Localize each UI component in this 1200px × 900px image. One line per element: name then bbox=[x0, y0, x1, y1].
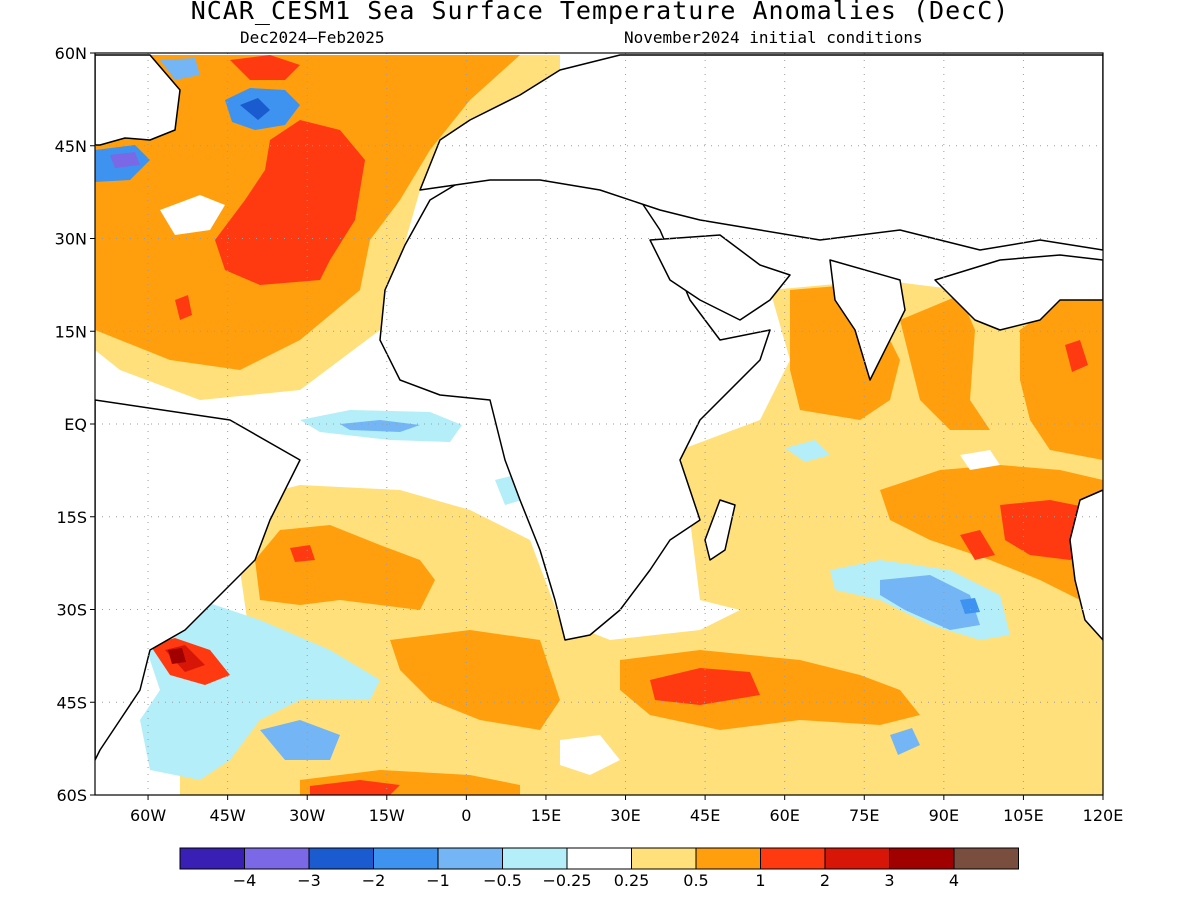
coastline-africa bbox=[379, 164, 771, 641]
southern-ocean-hot-strip bbox=[310, 780, 400, 795]
hot-patch-sw-of-iceland bbox=[230, 55, 300, 80]
colorbar-swatch bbox=[760, 847, 826, 870]
lat-label: 60S bbox=[56, 786, 87, 805]
chart-title: NCAR_CESM1 Sea Surface Temperature Anoma… bbox=[190, 0, 1010, 25]
colorbar-label: −0.25 bbox=[542, 871, 591, 890]
south-atlantic-cooler-patch bbox=[260, 720, 340, 760]
colorbar-swatch bbox=[566, 847, 632, 870]
lat-label: EQ bbox=[64, 415, 87, 434]
colorbar-swatch bbox=[824, 847, 890, 870]
init-conditions-subtitle: November2024 initial conditions bbox=[624, 28, 923, 47]
lon-label: 120E bbox=[1083, 806, 1124, 825]
colorbar-label: −4 bbox=[233, 871, 257, 890]
colorbar-label: −1 bbox=[426, 871, 450, 890]
labrador-sea-cold-core bbox=[240, 98, 270, 120]
colorbar-label: 3 bbox=[884, 871, 894, 890]
colorbar-label: 1 bbox=[755, 871, 765, 890]
tropical-indian-ocean-cool-patch bbox=[785, 440, 830, 462]
colorbar-label: −2 bbox=[362, 871, 386, 890]
south-indian-ocean-cold-spot bbox=[960, 598, 980, 614]
coastline-south-america bbox=[95, 399, 301, 761]
coastline-madagascar bbox=[704, 499, 736, 561]
latitude-labels: 60N 45N 30N 15N EQ 15S 30S 45S 60S bbox=[55, 44, 95, 805]
north-atlantic-small-hot-spot bbox=[175, 295, 192, 320]
far-south-indian-cold-patch bbox=[890, 728, 920, 755]
longitude-labels: 60W 45W 30W 15W 0 15E 30E 45E 60E 75E 90E 105E 120E bbox=[130, 795, 1123, 825]
mid-atlantic-near-normal bbox=[160, 195, 225, 235]
colorbar-swatch bbox=[695, 847, 761, 870]
colorbar-swatch bbox=[437, 847, 503, 870]
lat-label: 45S bbox=[56, 693, 87, 712]
lon-label: 60E bbox=[769, 806, 799, 825]
colorbar-swatch bbox=[953, 847, 1019, 870]
lon-label: 30W bbox=[289, 806, 325, 825]
colorbar-label: 0.25 bbox=[614, 871, 650, 890]
season-subtitle: Dec2024–Feb2025 bbox=[240, 28, 385, 47]
lat-label: 45N bbox=[55, 137, 87, 156]
lat-label: 15N bbox=[55, 322, 87, 341]
lon-label: 45W bbox=[210, 806, 246, 825]
land-mask bbox=[95, 54, 1103, 761]
colorbar-label: −0.5 bbox=[483, 871, 522, 890]
south-atlantic-warm-core bbox=[255, 525, 435, 610]
coastline-europe bbox=[419, 54, 1103, 251]
lon-label: 105E bbox=[1003, 806, 1044, 825]
graticule bbox=[95, 53, 1103, 795]
lon-label: 30E bbox=[610, 806, 640, 825]
brazil-malvinas-hottest-spot bbox=[168, 648, 186, 664]
colorbar-label: 4 bbox=[949, 871, 959, 890]
colorbar: −4 −3 −2 −1 −0.5 −0.25 0.25 0.5 1 2 3 4 bbox=[179, 847, 1019, 890]
south-atlantic-cool-area bbox=[140, 600, 380, 780]
colorbar-swatch bbox=[373, 847, 439, 870]
colorbar-label: 2 bbox=[820, 871, 830, 890]
greenland-sea-cool-patch bbox=[160, 58, 200, 80]
lon-label: 60W bbox=[130, 806, 166, 825]
colorbar-swatch bbox=[179, 847, 245, 870]
southern-atlantic-warm-band bbox=[390, 630, 560, 730]
lon-label: 90E bbox=[929, 806, 959, 825]
maritime-continent-warm-core bbox=[1020, 290, 1103, 460]
lon-label: 0 bbox=[461, 806, 471, 825]
lon-label: 15W bbox=[369, 806, 405, 825]
colorbar-swatch bbox=[244, 847, 310, 870]
south-indian-ocean-cooler-core bbox=[880, 575, 980, 630]
lon-label: 15E bbox=[531, 806, 561, 825]
indian-ocean-hot-spot-west bbox=[960, 530, 995, 560]
colorbar-label: 0.5 bbox=[683, 871, 708, 890]
bay-of-bengal-warm-core bbox=[900, 295, 990, 430]
coastline-australia bbox=[1069, 489, 1103, 641]
coastline-north-america bbox=[95, 54, 181, 146]
colorbar-swatch bbox=[308, 847, 374, 870]
indian-ocean-warm-area bbox=[680, 280, 1103, 795]
newfoundland-coldest-spot bbox=[110, 152, 140, 168]
southern-ocean-near-normal-patch bbox=[560, 735, 620, 775]
lat-label: 30N bbox=[55, 230, 87, 249]
southern-indian-ocean-hot-band bbox=[650, 668, 760, 705]
coastline-arabia bbox=[649, 234, 791, 321]
lat-label: 30S bbox=[56, 601, 87, 620]
colorbar-label: −3 bbox=[297, 871, 321, 890]
south-atlantic-hot-spot bbox=[290, 545, 315, 562]
coastline-india bbox=[829, 259, 906, 381]
colorbar-swatch bbox=[631, 847, 697, 870]
indian-ocean-near-normal-patch bbox=[960, 450, 1000, 470]
coastline-southeast-asia bbox=[934, 254, 1103, 331]
colorbar-swatch bbox=[889, 847, 955, 870]
lon-label: 45E bbox=[690, 806, 720, 825]
lat-label: 15S bbox=[56, 508, 87, 527]
eastern-indian-ocean-warm-core bbox=[880, 465, 1103, 600]
maritime-continent-hot-spot bbox=[1065, 340, 1088, 372]
north-atlantic-hot-spot bbox=[215, 120, 365, 285]
equatorial-atlantic-cooler-core bbox=[340, 420, 420, 432]
lon-label: 75E bbox=[849, 806, 879, 825]
colorbar-swatch bbox=[502, 847, 568, 870]
lat-label: 60N bbox=[55, 44, 87, 63]
